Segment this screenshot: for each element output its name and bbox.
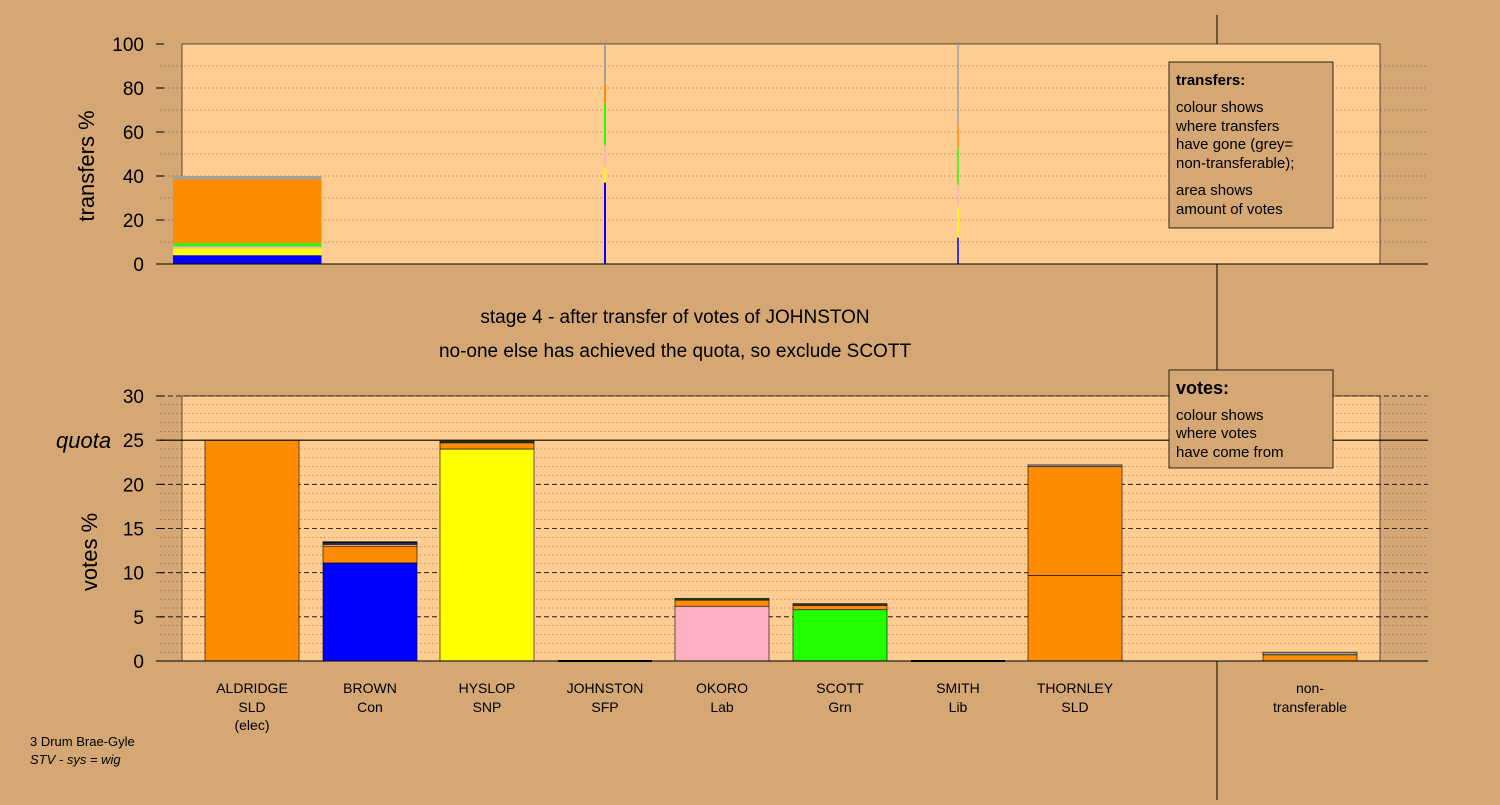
votes-legend-box [1168,369,1334,469]
votes-y-tick-label: 20 [123,475,144,496]
vote-segment [1027,464,1123,467]
candidate-name: HYSLOP [459,680,516,696]
candidate-party: SFP [591,699,618,715]
vote-segment [439,448,535,662]
vote-segment [1262,651,1358,656]
quota-label: quota [56,428,111,453]
system-label: STV - sys = wig [30,752,121,767]
vote-segment [439,442,535,450]
vote-segment [674,597,770,600]
vote-segment [1027,575,1123,662]
transfers-y-tick-label: 0 [133,255,144,276]
transfers-y-ticks: 0 20 40 60 80 100 [112,35,164,276]
transfers-bars [173,44,959,264]
transfers-legend-box [1168,61,1334,229]
transfer-segment [957,206,959,238]
transfers-legend-line: amount of votes [1176,201,1283,218]
candidate-name: JOHNSTON [567,680,644,696]
transfer-segment [173,179,322,244]
candidate-labels: ALDRIDGE SLD (elec) BROWN Con HYSLOP SNP… [216,680,1347,733]
vote-segment [322,541,418,543]
transfer-segment [957,44,959,126]
transfer-segment [173,243,322,247]
transfer-segment [604,103,606,146]
transfers-y-tick-label: 100 [112,35,144,56]
candidate-name: SCOTT [816,680,864,696]
transfers-legend-line: where transfers [1175,118,1279,135]
votes-legend-line: where votes [1175,425,1257,442]
transfer-segment [604,167,606,183]
vote-segment [792,603,888,605]
votes-bars [204,439,1358,662]
votes-y-tick-label: 0 [133,652,144,673]
vote-segment [439,440,535,443]
stage-title: stage 4 - after transfer of votes of JOH… [480,307,869,328]
candidate-party: Grn [828,699,851,715]
votes-axis-label: votes % [77,513,102,591]
vote-segment [204,439,300,662]
transfers-legend-line: have gone (grey= [1176,136,1293,153]
transfer-segment [604,83,606,104]
candidate-name: OKORO [696,680,748,696]
transfers-legend-line: non-transferable); [1176,155,1294,172]
transfers-legend-line: area shows [1176,182,1253,199]
vote-segment [674,599,770,607]
votes-legend-title: votes: [1176,378,1229,398]
candidate-party: SLD [1061,699,1088,715]
vote-segment [1027,466,1123,576]
candidate-party: SLD [238,699,265,715]
transfer-segment [957,125,959,148]
votes-y-tick-label: 15 [123,520,144,541]
vote-segment [322,562,418,662]
transfers-axis-label: transfers % [74,110,99,221]
candidate-party: Con [357,699,383,715]
transfer-segment [957,237,959,264]
transfer-segment [604,44,606,84]
vote-segment [792,605,888,611]
votes-legend-line: have come from [1176,444,1284,461]
votes-y-tick-label: 10 [123,564,144,585]
stage-subtitle: no-one else has achieved the quota, so e… [439,341,912,362]
candidate-party: Lab [710,699,734,715]
candidate-name: ALDRIDGE [216,680,288,696]
nontransferable-label: transferable [1273,699,1347,715]
transfer-segment [173,246,322,249]
vote-segment [322,545,418,564]
transfer-segment [957,147,959,185]
vote-segment [792,609,888,662]
votes-y-tick-label: 25 [123,431,144,452]
transfers-legend-line: colour shows [1176,99,1264,116]
transfer-segment [604,182,606,264]
vote-segment [674,605,770,662]
transfers-y-tick-label: 20 [123,211,144,232]
votes-y-ticks: 0 5 10 15 20 25 30 [123,387,164,673]
transfers-legend: transfers: colour shows where transfers … [1168,61,1334,229]
transfer-segment [604,145,606,168]
transfer-segment [173,255,322,264]
transfers-y-tick-label: 40 [123,167,144,188]
transfers-y-tick-label: 80 [123,79,144,100]
candidate-name: BROWN [343,680,397,696]
candidate-party: SNP [473,699,502,715]
candidate-party: Lib [949,699,968,715]
votes-y-tick-label: 5 [133,608,144,629]
transfer-segment [173,176,322,180]
transfer-segment [957,184,959,207]
candidate-name: SMITH [936,680,980,696]
candidate-note: (elec) [234,717,269,733]
candidate-name: THORNLEY [1037,680,1114,696]
transfer-segment [173,248,322,256]
vote-segment [1262,654,1358,662]
transfers-y-tick-label: 60 [123,123,144,144]
transfers-legend-title: transfers: [1176,72,1245,89]
nontransferable-label: non- [1296,680,1324,696]
votes-y-tick-label: 30 [123,387,144,408]
votes-legend: votes: colour shows where votes have com… [1168,369,1334,469]
constituency-label: 3 Drum Brae-Gyle [30,734,135,749]
votes-legend-line: colour shows [1176,407,1264,424]
